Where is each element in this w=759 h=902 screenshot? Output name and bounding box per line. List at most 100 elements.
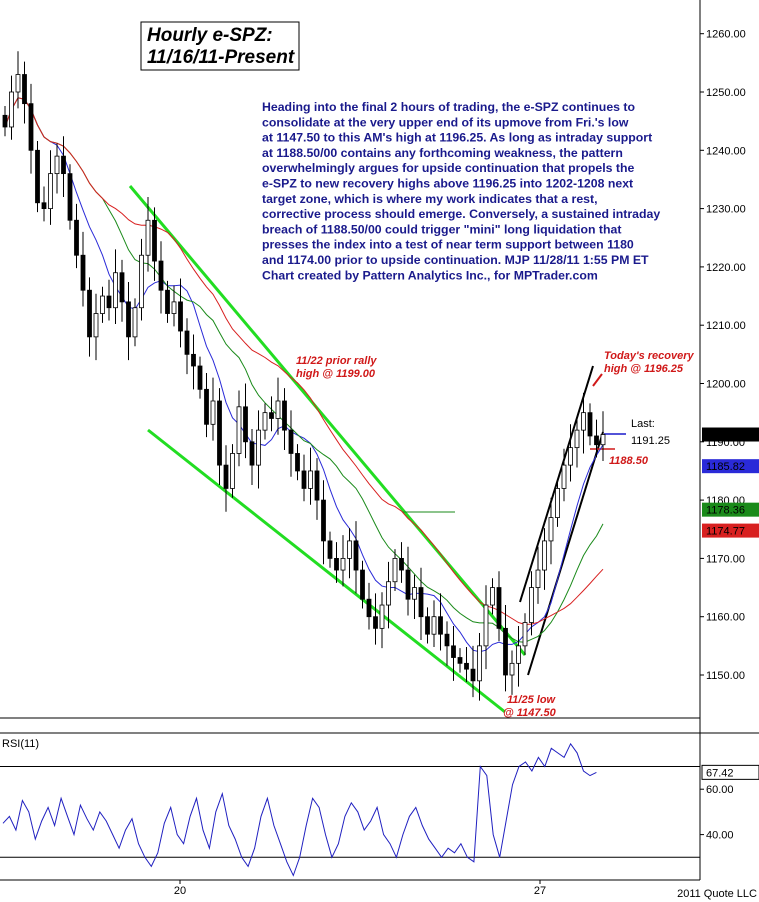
candle-body: [334, 558, 339, 571]
candle-body: [119, 272, 125, 303]
title-box: [140, 21, 300, 71]
candle-body: [509, 662, 515, 676]
moving-average-line-3: [4, 97, 604, 626]
candle-body: [269, 412, 274, 419]
candle-body: [529, 587, 534, 623]
candle-body: [243, 406, 248, 443]
candle-body: [379, 604, 385, 629]
candle-body: [165, 289, 170, 314]
price-tick-label: 1260.00: [706, 29, 746, 41]
commentary-line: corrective process should emerge. Conver…: [262, 207, 660, 221]
price-tag-box: [702, 459, 759, 474]
commentary-line: consolidate at the very upper end of its…: [262, 115, 629, 129]
candle-body: [581, 412, 586, 431]
candle-body: [2, 114, 8, 128]
time-tick-label: 27: [534, 885, 546, 897]
chart-title: Hourly e-SPZ:: [147, 25, 273, 46]
candle-body: [392, 558, 398, 583]
candle-body: [340, 558, 346, 571]
candle-body: [438, 616, 443, 635]
candle-body: [425, 616, 430, 635]
candle-body: [152, 219, 157, 262]
candle-body: [145, 219, 151, 256]
candle-body: [87, 289, 92, 338]
candle-body: [451, 645, 456, 658]
rsi-line: [2, 742, 597, 877]
candle-body: [399, 558, 404, 571]
candle-body: [548, 517, 554, 542]
candle-body: [568, 447, 573, 466]
copyright-footer: 2011 Quote LLC: [677, 888, 757, 900]
rsi-tick-label: 60.00: [706, 784, 734, 796]
candle-body: [360, 569, 365, 600]
candle-body: [600, 434, 606, 446]
candle-body: [295, 453, 300, 472]
price-tick-label: 1150.00: [706, 670, 745, 682]
price-tick-label: 1160.00: [706, 612, 745, 624]
price-tag-label: 1191.25: [706, 430, 745, 442]
commentary-line: breach of 1188.50/00 could trigger "mini…: [262, 222, 621, 236]
candle-body: [275, 400, 281, 419]
candle-body: [464, 662, 469, 670]
rsi-title: RSI(11): [2, 738, 39, 750]
candle-body: [366, 598, 372, 618]
upper-rising-channel-line: [519, 365, 594, 603]
candle-body: [100, 295, 105, 314]
candle-body: [132, 307, 138, 338]
candle-body: [431, 616, 437, 635]
candle-body: [54, 155, 60, 175]
candle-body: [483, 604, 489, 647]
annotation-label: 11/22 prior rally: [296, 355, 377, 367]
candle-body: [535, 569, 541, 588]
candle-body: [594, 435, 599, 446]
candle-body: [93, 313, 99, 338]
annotation-label: Last:: [631, 418, 655, 430]
price-tag-box: [702, 523, 759, 538]
annotation-label: 1188.50: [609, 455, 649, 467]
annotation-label: high @ 1199.00: [296, 368, 376, 380]
candle-body: [67, 173, 73, 221]
annotation-label: high @ 1196.25: [604, 363, 684, 375]
price-tag-box: [702, 427, 759, 442]
candle-body: [516, 645, 521, 664]
candle-body: [35, 149, 40, 204]
candle-body: [236, 406, 242, 454]
price-tag-label: 1174.77: [706, 526, 745, 538]
candle-body: [158, 260, 164, 291]
price-tick-label: 1200.00: [706, 379, 746, 391]
candle-body: [210, 400, 216, 425]
candle-body: [444, 633, 450, 647]
commentary-line: target zone, which is where my work indi…: [262, 192, 598, 206]
rsi-last-value: 67.42: [706, 767, 734, 779]
commentary-line: Heading into the final 2 hours of tradin…: [262, 100, 636, 114]
candle-body: [308, 470, 313, 489]
rsi-last-tag-box: [701, 764, 759, 780]
candle-body: [171, 301, 177, 314]
candle-body: [61, 155, 66, 175]
price-tick-label: 1230.00: [706, 204, 746, 216]
price-tick-label: 1250.00: [706, 87, 746, 99]
candle-body: [74, 219, 79, 256]
candle-body: [405, 569, 411, 600]
candle-body: [288, 429, 294, 454]
candle-body: [470, 668, 476, 682]
candle-body: [191, 353, 196, 367]
candle-body: [139, 254, 144, 309]
rsi-tick-label: 40.00: [706, 830, 734, 842]
candle-body: [490, 587, 495, 606]
candle-body: [353, 540, 359, 571]
candle-body: [28, 103, 34, 151]
commentary-line: overwhelmingly argues for upside continu…: [262, 161, 635, 175]
candle-body: [22, 74, 27, 105]
commentary-line: e-SPZ to new recovery highs above 1196.2…: [262, 177, 633, 191]
candle-body: [262, 412, 268, 431]
chart-subtitle: 11/16/11-Present: [147, 47, 295, 68]
annotation-label: @ 1147.50: [503, 707, 557, 719]
candle-body: [126, 301, 131, 338]
candle-body: [477, 645, 482, 682]
recovery-high-pointer: [592, 373, 603, 387]
candle-body: [561, 464, 567, 489]
candle-body: [412, 587, 417, 600]
